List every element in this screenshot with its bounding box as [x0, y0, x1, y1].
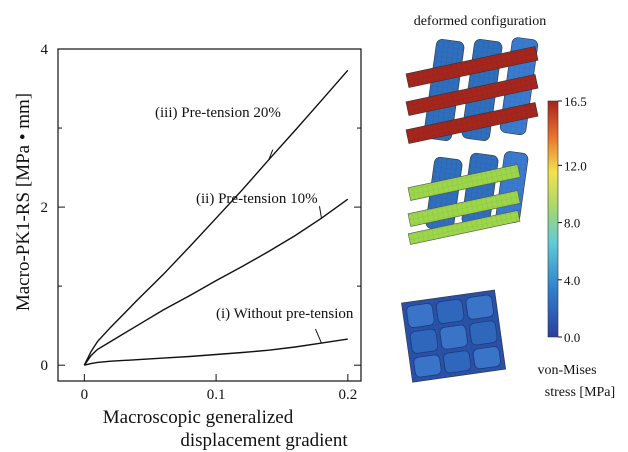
series-label-3: (iii) Pre-tension 20%	[155, 105, 281, 121]
colorbar: 16.5 12.0 8.0 4.0 0.0	[547, 94, 587, 345]
series-leader-line	[318, 206, 322, 219]
series-leader-line	[315, 328, 322, 344]
colorbar-tick-label: 0.0	[564, 330, 580, 345]
series-label-1: (i) Without pre-tension	[216, 306, 354, 322]
weave-no-pretension	[401, 289, 507, 383]
x-tick-label: 0.1	[207, 387, 226, 403]
axis-ticks	[58, 48, 361, 381]
annotation-layer: (i) Without pre-tension (ii) Pre-tension …	[155, 105, 354, 344]
y-tick-label: 2	[41, 200, 49, 216]
colorbar-tick-label: 8.0	[564, 216, 580, 231]
tick-labels: 0 0.1 0.2 0 2 4	[41, 42, 358, 403]
series-line-1	[84, 338, 348, 366]
y-tick-label: 4	[41, 42, 49, 58]
weave-pretension-20	[405, 37, 539, 144]
colorbar-title-line1: von-Mises	[537, 363, 596, 378]
deformed-configuration-panel: deformed configuration	[401, 14, 615, 400]
colorbar-tick-label: 4.0	[564, 273, 580, 288]
stress-strain-chart: (i) Without pre-tension (ii) Pre-tension …	[13, 42, 362, 451]
y-axis-label: Macro-PK1-RS [MPa • mm]	[13, 93, 34, 311]
series-line-2	[83, 198, 349, 366]
y-tick-label: 0	[41, 358, 49, 374]
x-tick-label: 0	[81, 387, 89, 403]
x-axis-label-line1: Macroscopic generalized	[103, 407, 294, 428]
series-line-3	[83, 69, 349, 366]
plot-frame	[57, 48, 362, 382]
colorbar-tick-label: 16.5	[564, 94, 587, 109]
colorbar-ticks: 16.5 12.0 8.0 4.0 0.0	[558, 94, 587, 345]
panel-title: deformed configuration	[414, 14, 547, 29]
weave-pretension-10	[407, 151, 529, 245]
series-layer	[83, 69, 349, 366]
series-label-2: (ii) Pre-tension 10%	[196, 191, 318, 207]
x-tick-label: 0.2	[338, 387, 357, 403]
series-leader-line	[268, 149, 274, 160]
colorbar-tick-label: 12.0	[564, 158, 587, 173]
x-axis-label-line2: displacement gradient	[180, 430, 348, 451]
colorbar-title-line2: stress [MPa]	[545, 385, 615, 400]
